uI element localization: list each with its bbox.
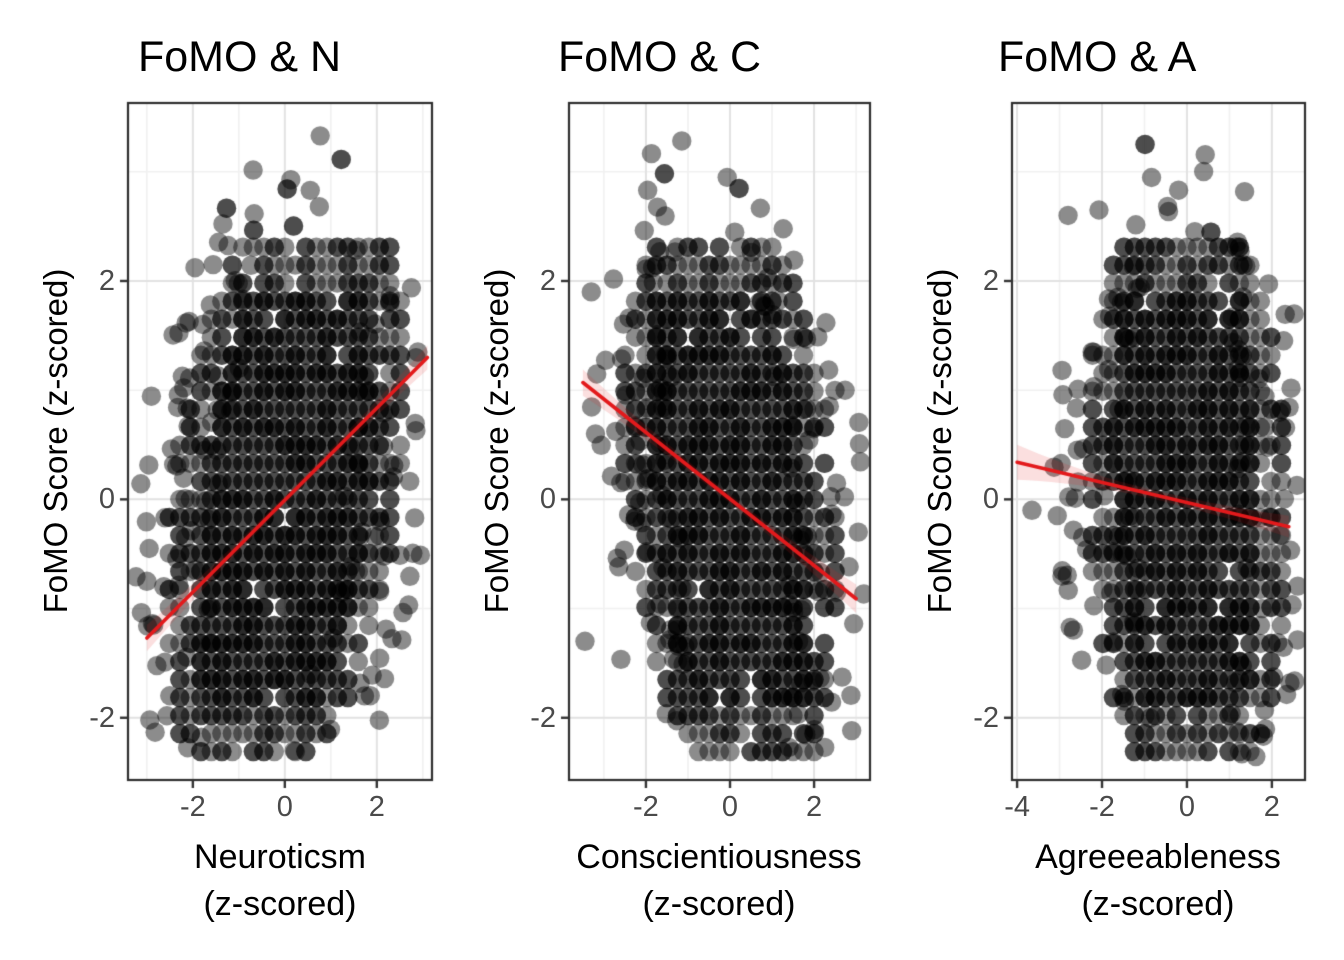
y-tick-label: -2 xyxy=(973,701,999,734)
x-axis-label-neuroticism: Neuroticsm (z-scored) xyxy=(194,834,366,928)
x-axis-label-line2: (z-scored) xyxy=(1081,885,1235,923)
x-axis-label-agreeableness: Agreeeableness (z-scored) xyxy=(1035,834,1281,928)
x-tick-label: -2 xyxy=(1089,791,1115,823)
panel-title-fomo-c: FoMO & C xyxy=(558,33,762,81)
x-axis-label-line1: Conscientiousness xyxy=(576,838,862,876)
y-tick-label: 0 xyxy=(982,483,999,516)
x-tick-label: 0 xyxy=(721,791,739,823)
y-axis-label-panel-2: FoMO Score (z-scored) xyxy=(478,268,515,614)
x-axis-label-line1: Agreeeableness xyxy=(1035,838,1281,876)
x-tick-label: -4 xyxy=(1004,791,1030,823)
x-axis-label-line2: (z-scored) xyxy=(642,885,796,923)
x-tick-label: -2 xyxy=(633,791,659,823)
y-axis-label-panel-1: FoMO Score (z-scored) xyxy=(37,268,74,614)
x-tick-label: 2 xyxy=(1263,791,1280,823)
y-tick-label: 2 xyxy=(982,264,999,297)
x-axis-label-line1: Neuroticsm xyxy=(194,838,366,876)
x-tick-label: 0 xyxy=(1178,791,1196,823)
x-tick-label: -2 xyxy=(179,791,206,823)
x-axis-label-conscientiousness: Conscientiousness (z-scored) xyxy=(576,834,861,928)
y-tick-label: 2 xyxy=(98,264,115,297)
y-tick-label: -2 xyxy=(89,701,115,734)
x-tick-label: 0 xyxy=(276,791,293,823)
x-axis-label-line2: (z-scored) xyxy=(203,885,357,923)
y-tick-label: 2 xyxy=(539,264,556,297)
y-axis-label-panel-3: FoMO Score (z-scored) xyxy=(921,268,958,614)
panel-title-fomo-a: FoMO & A xyxy=(998,33,1197,81)
y-tick-label: -2 xyxy=(530,701,556,734)
x-tick-label: 2 xyxy=(806,791,823,823)
y-tick-label: 0 xyxy=(539,483,556,516)
panel-title-fomo-n: FoMO & N xyxy=(138,33,342,81)
x-tick-label: 2 xyxy=(368,791,385,823)
y-tick-label: 0 xyxy=(98,483,115,516)
